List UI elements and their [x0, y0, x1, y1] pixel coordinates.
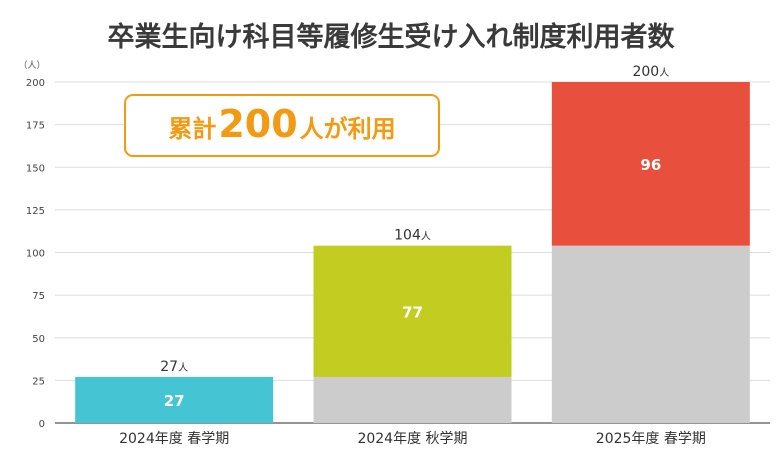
x-category-label: 2024年度 秋学期: [357, 431, 467, 447]
y-axis-ticks: 0 25 50 75 100 125 150 175 200: [26, 78, 45, 430]
bar-total-label: 104人: [394, 228, 431, 244]
segment-value-label: 27: [164, 392, 185, 410]
bar-segment-carryover: [313, 376, 512, 423]
y-tick-label: 125: [26, 206, 45, 217]
y-tick-label: 0: [39, 419, 45, 430]
callout-suffix: 人が利用: [300, 115, 396, 143]
callout-number: 200: [218, 102, 297, 146]
y-tick-label: 100: [26, 249, 45, 260]
y-axis-unit-label: （人）: [18, 60, 45, 71]
bar-segment-new: [313, 245, 512, 377]
bar-segment-new: [551, 82, 750, 246]
callout-prefix: 累計: [168, 115, 216, 143]
y-tick-label: 75: [32, 291, 45, 302]
bars: [75, 82, 750, 423]
y-tick-label: 50: [32, 334, 45, 345]
segment-value-label: 96: [640, 156, 661, 174]
x-category-label: 2024年度 春学期: [119, 431, 229, 447]
callout-box: [124, 94, 440, 157]
y-tick-label: 200: [26, 78, 45, 89]
segment-value-label: 77: [402, 303, 423, 321]
x-category-label: 2025年度 春学期: [596, 431, 706, 447]
cumulative-callout: 累計200人が利用: [124, 94, 440, 157]
y-tick-label: 150: [26, 163, 45, 174]
callout-text: 累計200人が利用: [168, 102, 395, 146]
bar-segment-carryover: [551, 245, 750, 423]
bar-total-label: 200人: [632, 64, 669, 80]
bar-labels: 27 27人 2024年度 春学期 77 104人 2024年度 秋学期 96 200人 202…: [119, 64, 706, 447]
bar-segment-new: [75, 376, 274, 423]
bar-total-label: 27人: [160, 359, 188, 375]
y-tick-label: 25: [32, 376, 45, 387]
chart-title: 卒業生向け科目等履修生受け入れ制度利用者数: [108, 21, 676, 53]
y-tick-label: 175: [26, 121, 45, 132]
